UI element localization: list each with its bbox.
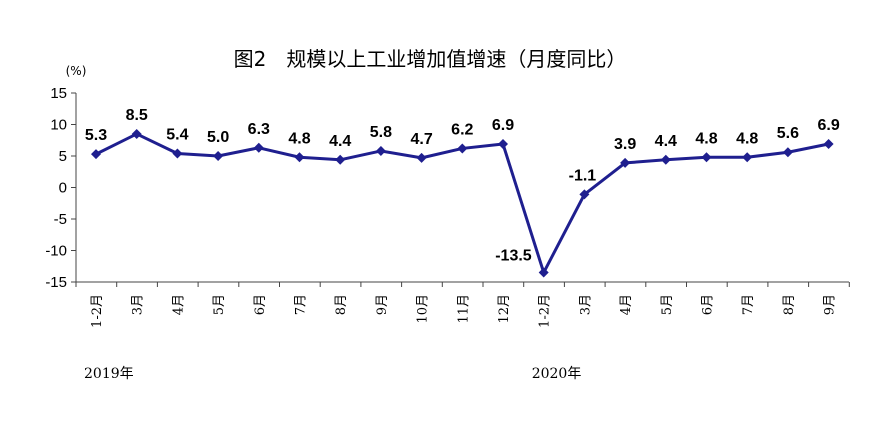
y-tick-label: 5	[59, 148, 67, 165]
data-point-marker	[294, 152, 305, 163]
y-tick-label: -10	[45, 243, 67, 260]
x-tick-label: 6月	[253, 294, 268, 315]
data-labels: 5.3 8.5 5.4 5.0 6.3 4.8 4.4 5.8 4.7 6.2 6.9 -13.5 -1…	[85, 107, 840, 265]
y-tick-label: 0	[59, 180, 67, 197]
data-point-marker	[782, 147, 793, 158]
x-tick-label: 9月	[823, 294, 838, 315]
x-axis: 1-2月 3月 4月 5月 6月 7月 8月 9月 10月 11月 12月 1-2月 3月 4月 5月 6月 7…	[75, 281, 850, 328]
x-tick-label: 6月	[701, 294, 716, 315]
x-tick-label: 8月	[782, 294, 797, 315]
data-label: 5.3	[85, 127, 107, 144]
year-labels: 2019年 2020年	[84, 366, 581, 382]
x-tick-label: 4月	[619, 294, 634, 315]
y-axis-unit: (%)	[66, 64, 87, 78]
data-point-marker	[823, 139, 834, 150]
x-tick-label: 7月	[741, 294, 756, 315]
data-label: 4.4	[655, 133, 677, 150]
data-point-marker	[579, 189, 590, 200]
data-point-marker	[335, 154, 346, 165]
data-label: 4.8	[695, 130, 717, 147]
series-line	[91, 128, 834, 278]
data-label: 4.8	[288, 130, 310, 147]
data-point-marker	[498, 139, 508, 150]
year-label-2020: 2020年	[532, 366, 582, 382]
x-tick-label: 3月	[131, 294, 146, 315]
data-point-marker	[375, 145, 386, 156]
data-label: 6.2	[451, 121, 473, 138]
x-tick-label: 7月	[294, 294, 309, 315]
chart-title: 图2 规模以上工业增加值增速（月度同比）	[234, 47, 627, 71]
data-point-marker	[172, 148, 183, 159]
data-label: 5.8	[370, 124, 392, 141]
x-tick-label: 5月	[660, 294, 675, 315]
x-tick-label: 3月	[578, 294, 593, 315]
data-point-marker	[131, 128, 142, 139]
y-tick-label: -15	[45, 274, 67, 291]
data-label: 6.9	[492, 117, 514, 134]
y-axis: 15 10 5 0 -5 -10 -15	[45, 85, 77, 291]
series-polyline	[95, 132, 829, 275]
data-label: 4.4	[329, 133, 351, 150]
data-point-marker	[620, 157, 631, 168]
y-tick-label: -5	[54, 211, 67, 228]
data-point-marker	[213, 151, 224, 161]
data-label: -13.5	[495, 248, 532, 265]
x-tick-label: 11月	[456, 294, 471, 324]
data-label: 4.7	[410, 131, 432, 148]
data-point-marker	[253, 142, 264, 153]
data-label: 5.6	[777, 125, 799, 142]
data-label: -1.1	[569, 167, 597, 184]
x-tick-label: 1-2月	[90, 294, 105, 328]
x-tick-label: 5月	[212, 294, 227, 315]
y-tick-label: 15	[50, 85, 67, 102]
x-tick-label: 8月	[334, 294, 349, 315]
data-label: 5.4	[166, 126, 188, 143]
x-tick-label: 10月	[416, 294, 431, 324]
x-tick-label: 4月	[171, 294, 186, 315]
data-point-marker	[91, 149, 101, 160]
data-label: 6.3	[248, 121, 270, 138]
data-label: 5.0	[207, 129, 229, 146]
data-point-marker	[457, 143, 468, 154]
x-tick-label: 12月	[497, 294, 512, 324]
data-label: 3.9	[614, 136, 636, 153]
data-label: 8.5	[126, 107, 148, 124]
data-point-marker	[701, 152, 712, 163]
data-point-marker	[538, 267, 549, 278]
data-point-marker	[660, 154, 671, 165]
x-tick-label: 1-2月	[538, 294, 553, 328]
year-label-2019: 2019年	[84, 366, 134, 382]
data-label: 4.8	[736, 130, 758, 147]
data-point-marker	[416, 152, 427, 163]
data-point-marker	[742, 152, 753, 163]
x-tick-label: 9月	[375, 294, 390, 315]
y-tick-label: 10	[50, 117, 67, 134]
data-label: 6.9	[817, 117, 839, 134]
